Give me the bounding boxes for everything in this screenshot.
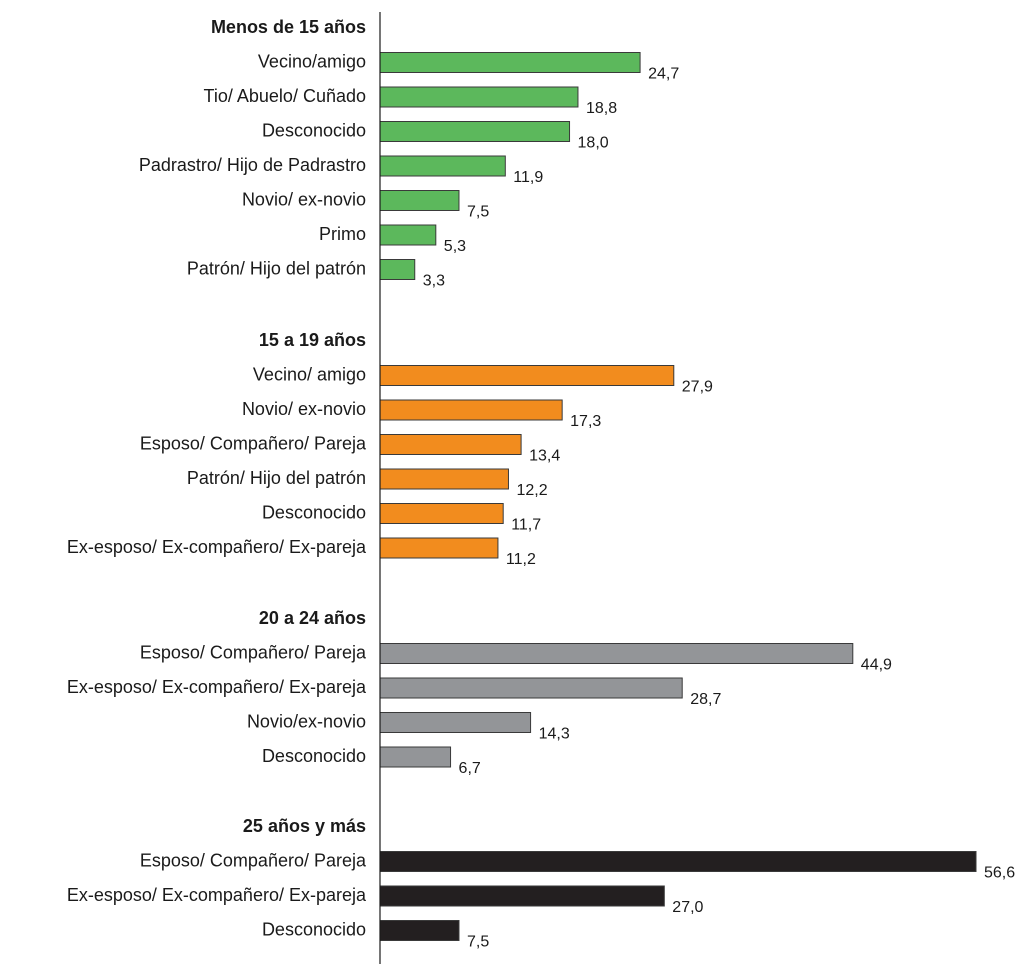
data-label: 11,7 — [511, 517, 541, 534]
data-label: 11,2 — [506, 551, 536, 568]
bar — [379, 712, 532, 733]
bar — [379, 643, 854, 664]
category-label: Ex-esposo/ Ex-compañero/ Ex-pareja — [67, 537, 367, 557]
category-label: Tio/ Abuelo/ Cuñado — [204, 86, 366, 106]
data-label: 24,7 — [648, 66, 679, 83]
data-label: 11,9 — [513, 169, 543, 186]
bar — [379, 52, 641, 73]
category-label: Novio/ ex-novio — [242, 189, 366, 209]
bar — [379, 399, 563, 421]
bar — [379, 86, 579, 108]
category-label: Vecino/ amigo — [253, 364, 366, 384]
category-label: Desconocido — [262, 502, 366, 522]
bar — [379, 468, 509, 490]
bar — [379, 155, 506, 177]
bar — [379, 365, 675, 386]
data-label: 12,2 — [516, 482, 547, 499]
bar — [379, 121, 571, 142]
data-label: 28,7 — [690, 691, 721, 708]
category-label: Novio/ex-novio — [247, 711, 366, 731]
bar — [379, 920, 460, 941]
group-title: 25 años y más — [243, 816, 366, 836]
data-label: 18,0 — [578, 135, 609, 152]
data-label: 13,4 — [529, 448, 560, 465]
data-label: 27,0 — [672, 899, 703, 916]
data-label: 56,6 — [984, 865, 1015, 882]
category-label: Padrastro/ Hijo de Padrastro — [139, 155, 366, 175]
category-label: Primo — [319, 224, 366, 244]
data-label: 17,3 — [570, 413, 601, 430]
bar — [379, 851, 977, 872]
group-title: Menos de 15 años — [211, 17, 366, 37]
bar — [379, 224, 437, 246]
category-label: Esposo/ Compañero/ Pareja — [140, 642, 367, 662]
data-label: 14,3 — [539, 726, 570, 743]
group-title: 20 a 24 años — [259, 608, 366, 628]
category-label: Ex-esposo/ Ex-compañero/ Ex-pareja — [67, 885, 367, 905]
data-label: 27,9 — [682, 379, 713, 396]
data-label: 7,5 — [467, 204, 489, 221]
category-label: Esposo/ Compañero/ Pareja — [140, 850, 367, 870]
bar — [379, 677, 683, 699]
category-label: Novio/ ex-novio — [242, 399, 366, 419]
data-label: 44,9 — [861, 657, 892, 674]
bar — [379, 434, 522, 455]
group-title: 15 a 19 años — [259, 330, 366, 350]
bar — [379, 259, 416, 280]
category-label: Vecino/amigo — [258, 51, 366, 71]
category-label: Esposo/ Compañero/ Pareja — [140, 433, 367, 453]
bar — [379, 537, 499, 559]
data-label: 5,3 — [444, 238, 466, 255]
data-label: 18,8 — [586, 100, 617, 117]
category-label: Patrón/ Hijo del patrón — [187, 258, 366, 278]
bar — [379, 190, 460, 211]
bar — [379, 885, 665, 907]
data-label: 6,7 — [459, 760, 481, 777]
category-label: Patrón/ Hijo del patrón — [187, 468, 366, 488]
bar — [379, 746, 452, 768]
data-label: 3,3 — [423, 273, 445, 290]
bar — [379, 503, 504, 524]
category-label: Desconocido — [262, 120, 366, 140]
data-label: 7,5 — [467, 934, 489, 951]
category-label: Ex-esposo/ Ex-compañero/ Ex-pareja — [67, 677, 367, 697]
category-label: Desconocido — [262, 746, 366, 766]
category-label: Desconocido — [262, 919, 366, 939]
